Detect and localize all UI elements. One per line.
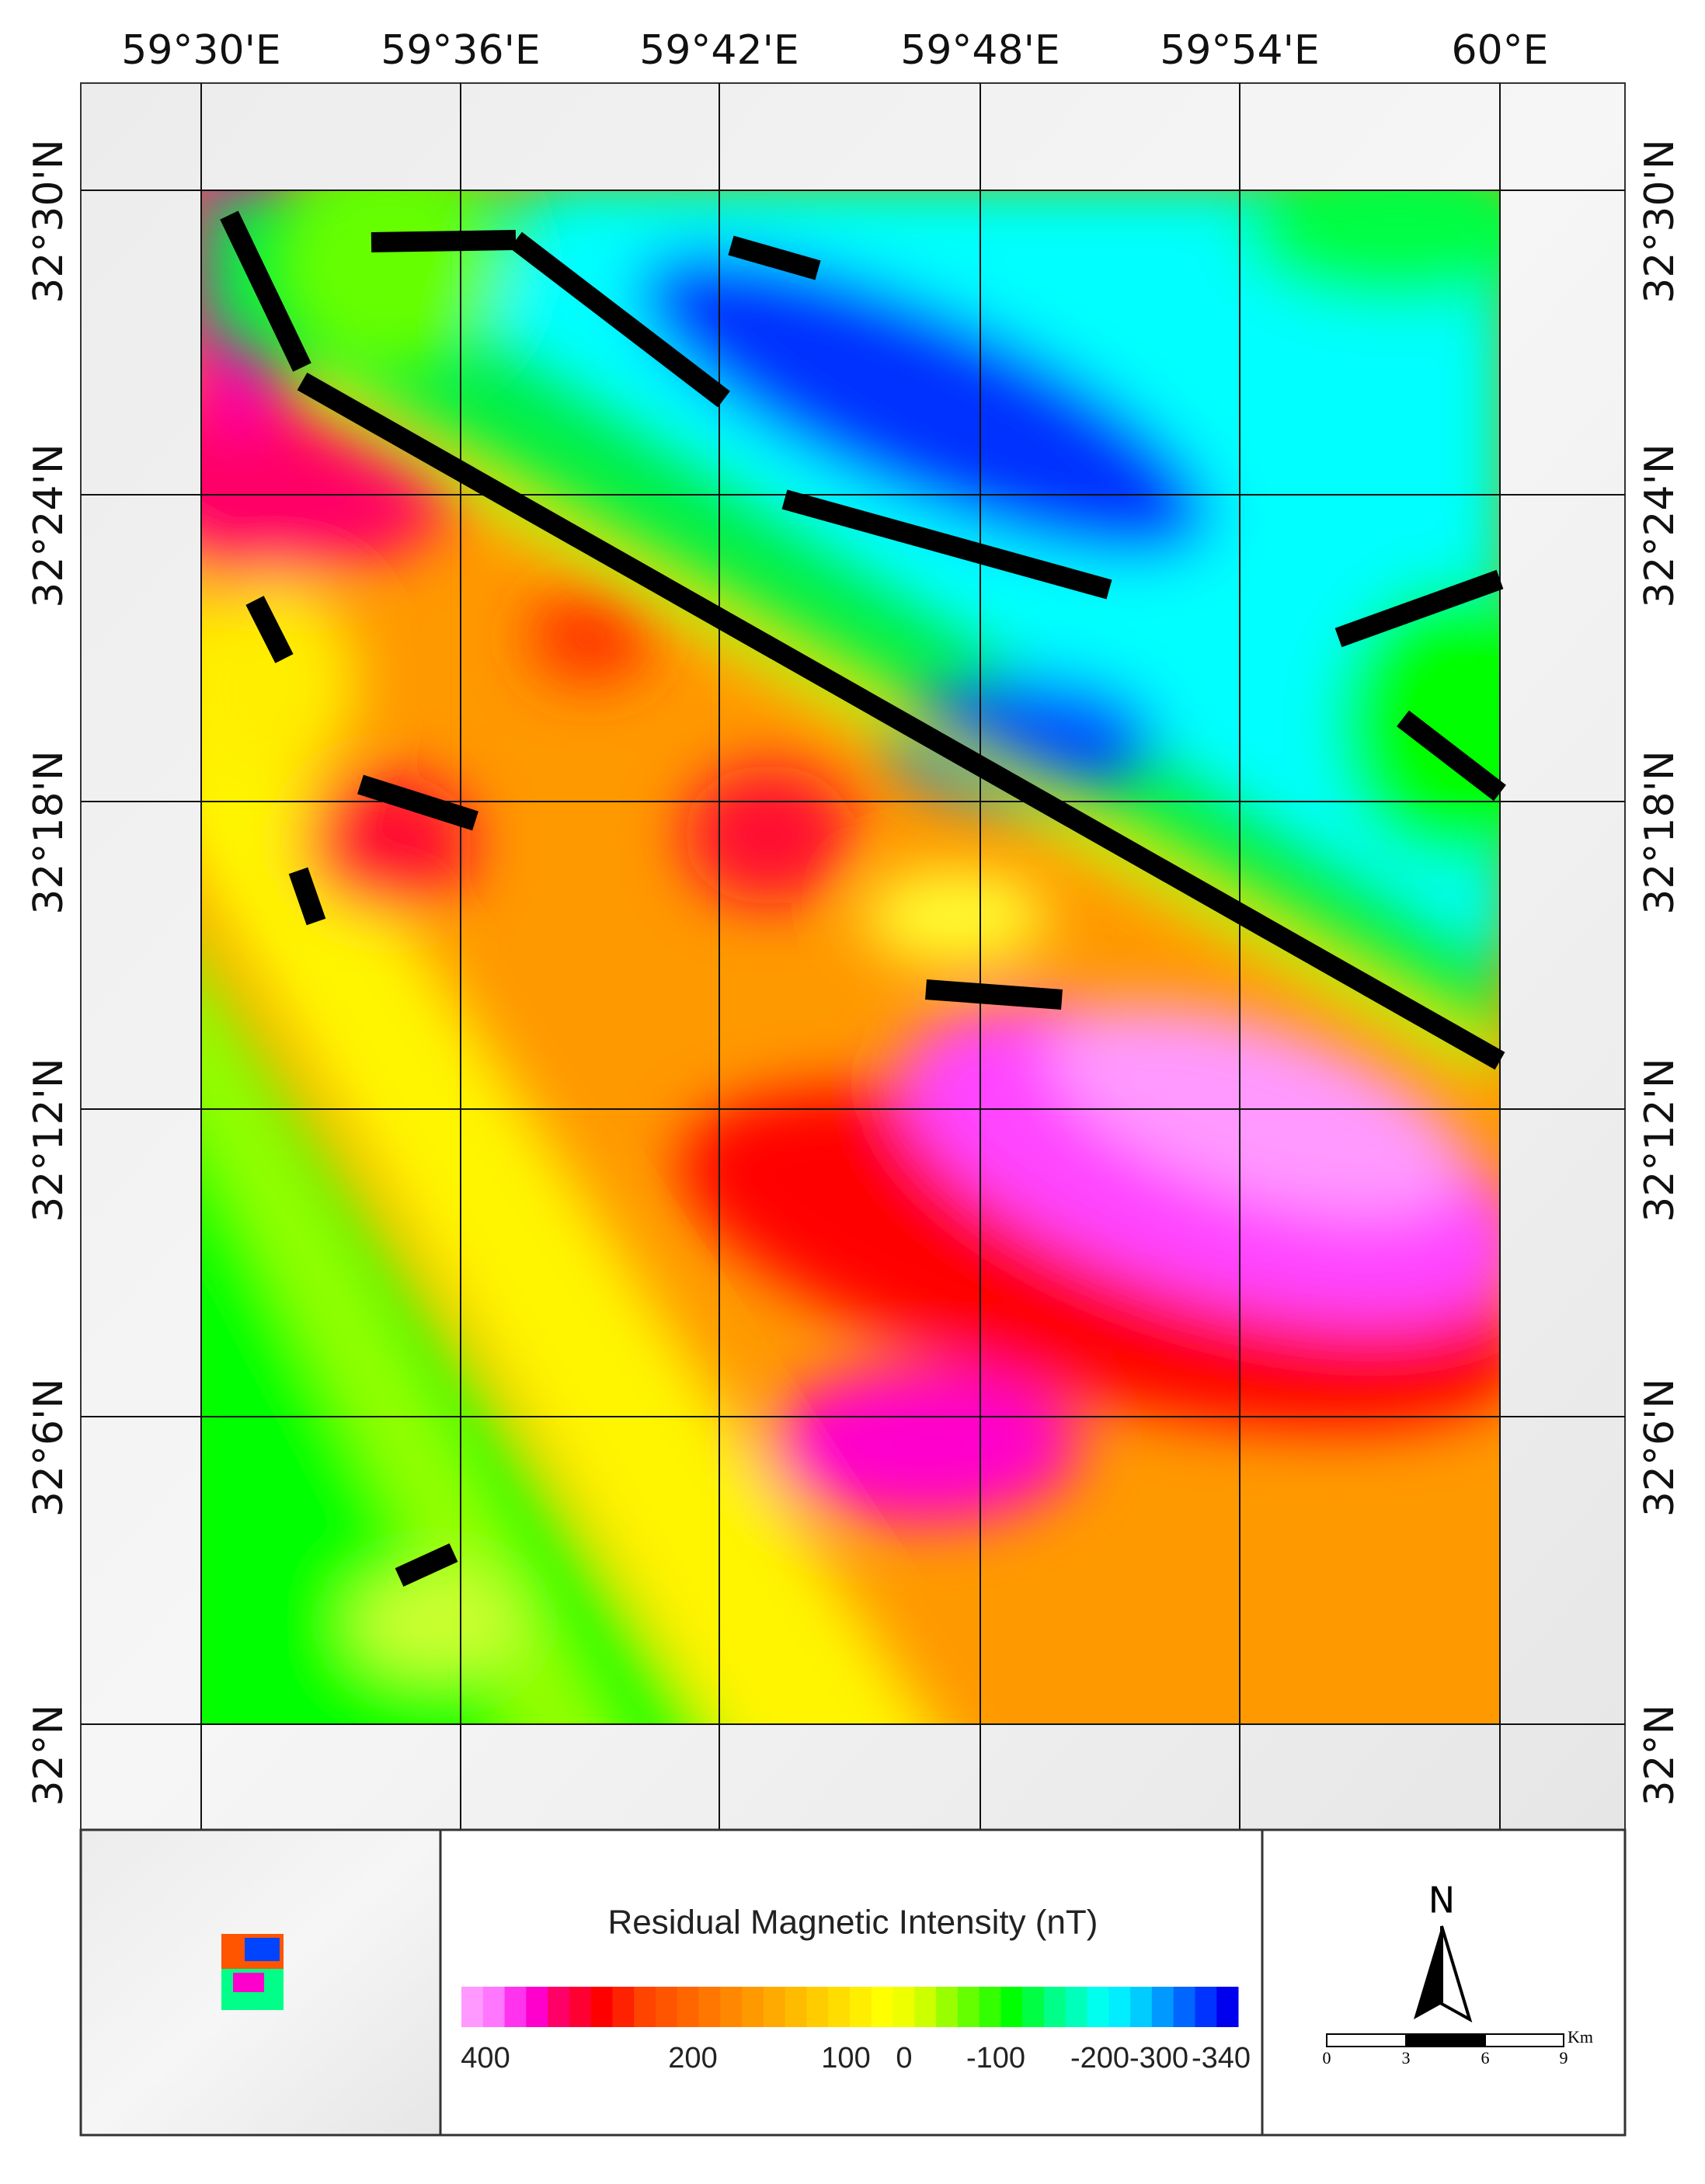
legend-label: 100 (821, 2042, 870, 2074)
faults (220, 210, 1506, 1587)
color-swatch (979, 1987, 1001, 2027)
longitude-label: 60°E (1451, 27, 1548, 74)
color-swatch (763, 1987, 786, 2027)
legend-title: Residual Magnetic Intensity (nT) (608, 1904, 1098, 1942)
legend-label: -100 (966, 2042, 1025, 2074)
latitude-label: 32°24'N (26, 443, 72, 608)
scale-unit: Km (1568, 2027, 1593, 2047)
color-swatch (612, 1987, 635, 2027)
scale-label: 3 (1402, 2048, 1411, 2067)
latitude-label: 32°18'N (26, 750, 72, 915)
color-swatch (569, 1987, 592, 2027)
latitude-label: 32°N (26, 1704, 72, 1806)
grid (81, 83, 1625, 1830)
legend-label: 400 (461, 2042, 510, 2074)
latitude-label: 32°6'N (26, 1379, 72, 1517)
latitude-label: 32°N (1637, 1704, 1683, 1806)
color-swatch (1151, 1987, 1174, 2027)
latitude-label: 32°6'N (1637, 1379, 1683, 1517)
latitude-label: 32°12'N (1637, 1058, 1683, 1222)
longitude-label: 59°30'E (121, 27, 281, 74)
color-swatch (698, 1987, 721, 2027)
color-swatch (957, 1987, 980, 2027)
color-swatch (1044, 1987, 1066, 2027)
color-swatch (1000, 1987, 1023, 2027)
scale-label: 9 (1560, 2048, 1568, 2067)
legend-label: -200 (1070, 2042, 1129, 2074)
color-bar (461, 1987, 1239, 2027)
color-swatch (1065, 1987, 1088, 2027)
legend-label: 200 (668, 2042, 717, 2074)
latitude-label: 32°30'N (1637, 139, 1683, 304)
latitude-label: 32°12'N (26, 1058, 72, 1222)
color-swatch (914, 1987, 937, 2027)
color-swatch (1108, 1987, 1131, 2027)
north-arrow (1414, 1926, 1442, 2019)
color-swatch (742, 1987, 764, 2027)
scale-bar (1326, 2033, 1407, 2047)
coordinate-labels: 59°30'E 59°36'E 59°42'E 59°48'E 59°54'E 60°E 3… (26, 27, 1683, 1807)
color-swatch (461, 1987, 484, 2027)
latitude-label: 32°18'N (1637, 750, 1683, 915)
scale-label: 6 (1481, 2048, 1490, 2067)
longitude-label: 59°36'E (381, 27, 541, 74)
north-label: N (1428, 1880, 1455, 1921)
color-swatch (656, 1987, 678, 2027)
longitude-label: 59°42'E (639, 27, 799, 74)
color-swatch (504, 1987, 527, 2027)
color-swatch (634, 1987, 656, 2027)
color-swatch (720, 1987, 743, 2027)
color-swatch (850, 1987, 872, 2027)
bottom-panels: Residual Magnetic Intensity (nT) 400 200… (79, 1828, 1627, 2137)
color-swatch (526, 1987, 548, 2027)
longitude-label: 59°54'E (1160, 27, 1320, 74)
color-swatch (1173, 1987, 1195, 2027)
magnetic-raster (201, 190, 1500, 1724)
latitude-label: 32°24'N (1637, 443, 1683, 608)
color-swatch (1216, 1987, 1239, 2027)
legend-label: -340 (1192, 2042, 1251, 2074)
color-swatch (785, 1987, 807, 2027)
color-swatch (548, 1987, 570, 2027)
longitude-label: 59°48'E (900, 27, 1060, 74)
color-swatch (482, 1987, 506, 2027)
legend-label: 0 (896, 2042, 912, 2074)
color-swatch (806, 1987, 829, 2027)
color-swatch (1195, 1987, 1217, 2027)
color-swatch (677, 1987, 700, 2027)
color-swatch (828, 1987, 851, 2027)
legend-panel (439, 1828, 1264, 2137)
color-swatch (1130, 1987, 1153, 2027)
color-swatch (1022, 1987, 1045, 2027)
color-swatch (590, 1987, 613, 2027)
color-swatch (871, 1987, 894, 2027)
legend-label: -300 (1129, 2042, 1188, 2074)
color-swatch (936, 1987, 959, 2027)
color-swatch (1087, 1987, 1109, 2027)
scale-label: 0 (1323, 2048, 1331, 2067)
latitude-label: 32°30'N (26, 139, 72, 304)
color-swatch (893, 1987, 915, 2027)
